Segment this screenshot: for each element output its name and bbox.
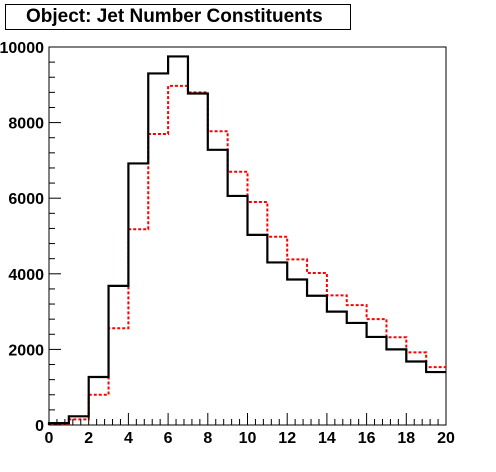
x-tick-label: 20 xyxy=(437,430,455,447)
y-tick-label: 8000 xyxy=(8,116,44,133)
x-tick-label: 4 xyxy=(124,430,133,447)
x-tick-label: 2 xyxy=(84,430,93,447)
histogram-series-1-line xyxy=(47,55,446,425)
y-tick-label: 2000 xyxy=(8,342,44,359)
y-tick-label: 4000 xyxy=(8,267,44,284)
x-tick-label: 14 xyxy=(318,430,336,447)
x-tick-label: 6 xyxy=(164,430,173,447)
y-tick-label: 10000 xyxy=(0,40,44,57)
series-layer xyxy=(47,55,446,426)
y-tick-label: 6000 xyxy=(8,191,44,208)
x-tick-label: 12 xyxy=(278,430,296,447)
x-tick-label: 10 xyxy=(239,430,257,447)
x-tick-label: 18 xyxy=(397,430,415,447)
chart-title: Object: Jet Number Constituents xyxy=(26,6,323,27)
x-tick-label: 16 xyxy=(358,430,376,447)
x-tick-label: 8 xyxy=(203,430,212,447)
axis-layer: 0 2000 4000 6000 8000 10000 0 2 4 6 8 10 12 14 16 18 20 xyxy=(0,40,455,447)
y-tick-label: 0 xyxy=(35,418,44,435)
histogram-series-2-line xyxy=(48,84,446,426)
chart-title-box: Object: Jet Number Constituents xyxy=(5,4,351,30)
x-tick-label: 0 xyxy=(45,430,54,447)
